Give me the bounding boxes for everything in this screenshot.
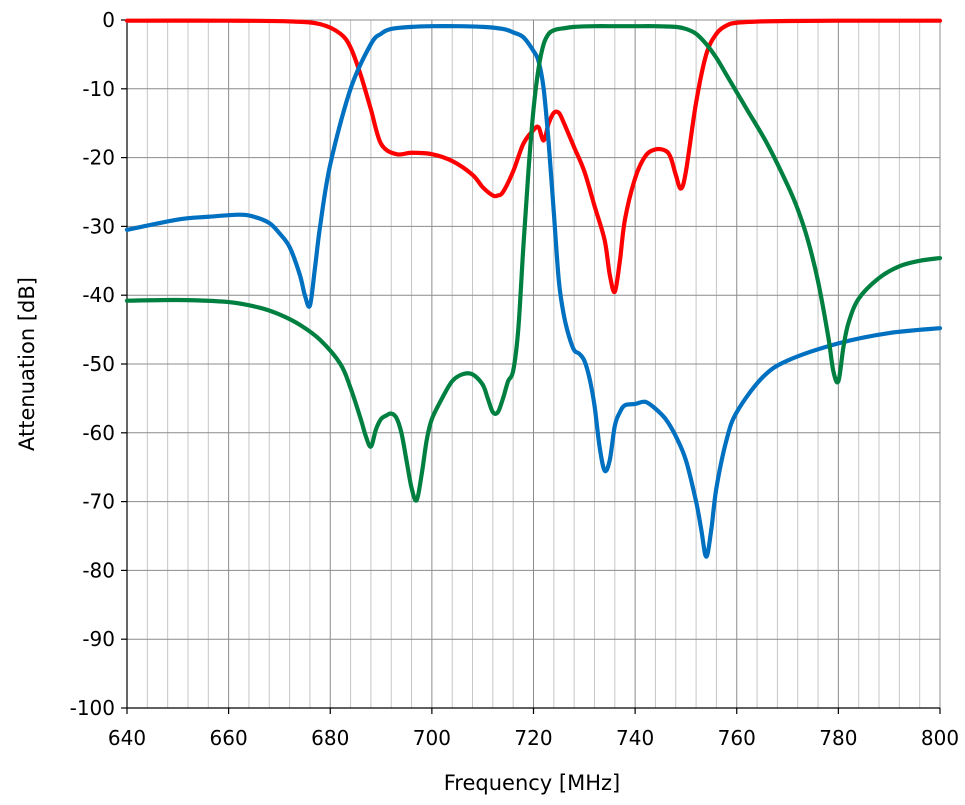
x-tick-label: 660 [210,726,248,750]
y-tick-label: -80 [82,558,115,582]
y-tick-labels: 0 -10 -20 -30 -40 -50 -60 -70 -80 -90 -100 [70,8,115,720]
y-tick-label: -10 [82,77,115,101]
data-series [124,18,943,559]
y-tick-label: -60 [82,421,115,445]
x-tick-label: 700 [413,726,451,750]
red-series-line [124,18,943,295]
y-tick-label: -30 [82,214,115,238]
x-tick-label: 780 [819,726,857,750]
blue-series-line [124,24,943,559]
x-tick-label: 720 [514,726,552,750]
x-tick-label: 800 [921,726,959,750]
y-tick-label: -20 [82,146,115,170]
y-tick-label: -50 [82,352,115,376]
x-tick-label: 760 [718,726,756,750]
x-tick-label: 680 [311,726,349,750]
y-tick-label: -70 [82,490,115,514]
y-tick-label: -90 [82,627,115,651]
x-tick-label: 740 [616,726,654,750]
y-tick-label: -40 [82,283,115,307]
x-axis-label: Frequency [MHz] [444,771,620,795]
x-tick-label: 640 [108,726,146,750]
y-axis-label: Attenuation [dB] [15,277,39,451]
axes [121,19,941,714]
x-tick-labels: 640 660 680 700 720 740 760 780 800 [108,726,959,750]
y-tick-label: 0 [102,8,115,32]
y-tick-label: -100 [70,696,115,720]
green-series-line [124,24,943,503]
